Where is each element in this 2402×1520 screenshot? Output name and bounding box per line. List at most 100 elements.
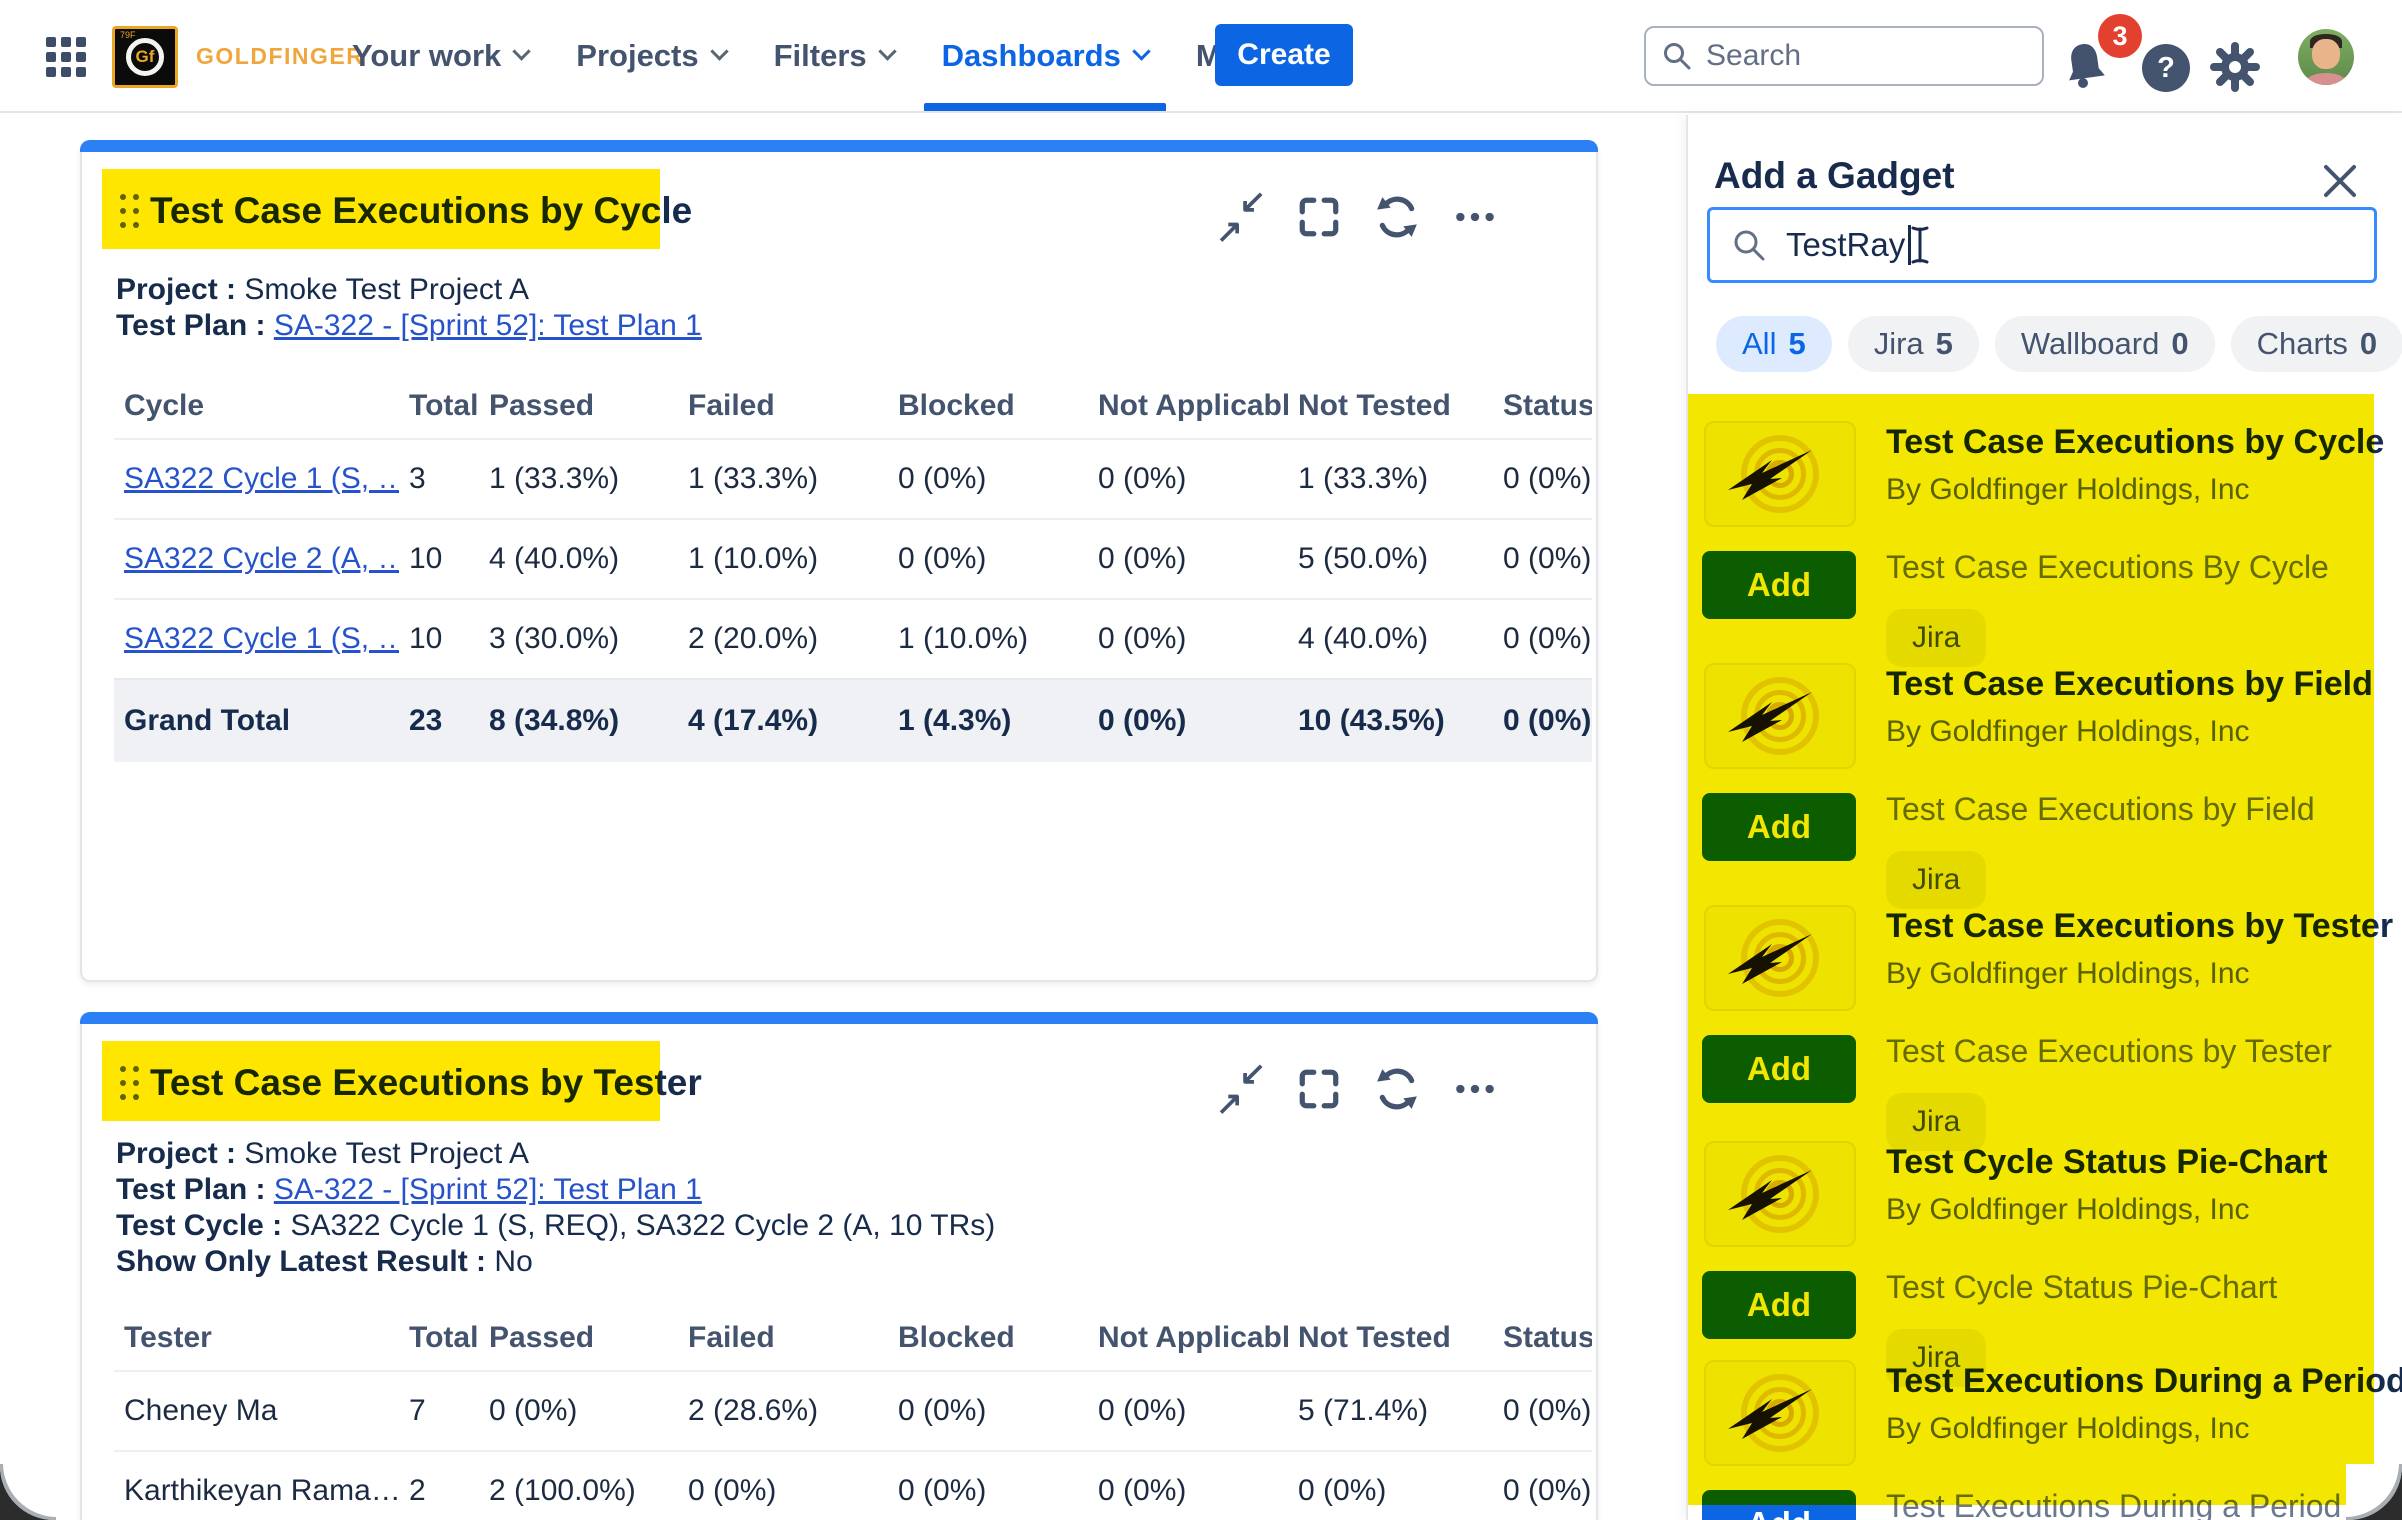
text-caret <box>1908 225 1911 265</box>
maximize-gadget-button[interactable] <box>1296 194 1342 240</box>
filter-chip-all[interactable]: All 5 <box>1716 316 1832 372</box>
nav-menu: Your work Projects Filters Dashboards Mo… <box>328 0 1321 111</box>
panel-title: Add a Gadget <box>1714 155 1955 196</box>
gadget-meta: Project : Smoke Test Project A Test Plan… <box>116 1137 996 1278</box>
nav-item-your-work[interactable]: Your work <box>328 0 552 111</box>
gadget-description: Test Executions During a Period <box>1886 1488 2342 1520</box>
gadget-name: Test Case Executions by Field <box>1886 665 2373 703</box>
gadget-icon-tile <box>1704 905 1856 1011</box>
logo-aperture-icon: Gf <box>126 38 164 76</box>
gear-icon <box>2210 42 2260 92</box>
testray-logo-icon <box>1728 432 1828 516</box>
gadget-description: Test Case Executions by Tester <box>1886 1033 2332 1069</box>
gadget-icon-tile <box>1704 421 1856 527</box>
nav-item-filters[interactable]: Filters <box>750 0 918 111</box>
cycle-link[interactable]: SA322 Cycle 1 (S, … <box>124 462 399 495</box>
testray-logo-icon <box>1728 1371 1828 1455</box>
gadget-name: Test Case Executions by Cycle <box>1886 423 2385 461</box>
notification-badge: 3 <box>2098 14 2142 58</box>
window-corner <box>0 1464 56 1520</box>
refresh-icon <box>1377 196 1417 238</box>
gadget-title: Test Case Executions by Tester <box>150 1062 702 1103</box>
gadget-more-menu-button[interactable] <box>1452 194 1498 240</box>
gadget-icon-tile <box>1704 1360 1856 1466</box>
add-gadget-button[interactable]: Add <box>1702 551 1856 619</box>
minimize-gadget-button[interactable]: ↙ ↗ <box>1216 1055 1266 1121</box>
app-switcher-icon[interactable] <box>46 37 86 77</box>
close-icon <box>2324 165 2356 197</box>
top-navigation-bar: 79F Gf GOLDFINGER Your work Projects Fil… <box>0 0 2402 113</box>
gadget-publisher: By Goldfinger Holdings, Inc <box>1886 957 2250 990</box>
chevron-down-icon <box>512 42 531 61</box>
global-search[interactable] <box>1644 26 2044 86</box>
test-plan-link[interactable]: SA-322 - [Sprint 52]: Test Plan 1 <box>273 309 702 342</box>
user-avatar[interactable] <box>2298 29 2354 85</box>
maximize-gadget-button[interactable] <box>1296 1066 1342 1112</box>
minimize-gadget-button[interactable]: ↙ ↗ <box>1216 183 1266 249</box>
gadget-description: Test Case Executions by Field <box>1886 791 2315 827</box>
table-header-row: Tester Total Passed Failed Blocked Not Appl… <box>124 1321 1592 1354</box>
test-plan-link[interactable]: SA-322 - [Sprint 52]: Test Plan 1 <box>273 1173 702 1206</box>
drag-handle-icon[interactable] <box>120 1066 126 1072</box>
help-button[interactable]: ? <box>2142 44 2190 92</box>
notifications-button[interactable]: 3 <box>2062 14 2142 100</box>
global-search-input[interactable] <box>1706 39 1986 73</box>
cycle-link[interactable]: SA322 Cycle 1 (S, … <box>124 622 399 655</box>
gadget-list-item: Add Test Executions During a Period By G… <box>1702 1352 2402 1520</box>
gadget-meta: Project : Smoke Test Project A Test Plan… <box>116 273 702 342</box>
create-button[interactable]: Create <box>1215 24 1353 86</box>
table-header-row: Cycle Total Passed Failed Blocked Not Appli… <box>124 389 1592 422</box>
gadget-list-item: Add Test Case Executions by Tester By Go… <box>1702 897 2393 1151</box>
table-row: SA322 Cycle 1 (S, … 10 3 (30.0%) 2 (20.0%… <box>114 598 1592 678</box>
gadget-card-executions-by-tester: Test Case Executions by Tester ↙ ↗ <box>80 1012 1598 1520</box>
filter-chip-wallboard[interactable]: Wallboard 0 <box>1994 316 2215 372</box>
settings-button[interactable] <box>2210 42 2260 92</box>
close-panel-button[interactable] <box>2318 159 2362 203</box>
gadget-actions: ↙ ↗ <box>1216 1055 1498 1121</box>
tester-table: Tester Total Passed Failed Blocked Not Appl… <box>114 1306 1592 1520</box>
add-gadget-button[interactable]: Add <box>1702 1271 1856 1339</box>
refresh-gadget-button[interactable] <box>1374 1066 1420 1112</box>
gadget-name: Test Executions During a Period <box>1886 1362 2402 1400</box>
gadget-publisher: By Goldfinger Holdings, Inc <box>1886 1412 2250 1445</box>
chevron-down-icon <box>1132 42 1151 61</box>
nav-item-projects[interactable]: Projects <box>552 0 749 111</box>
gadget-publisher: By Goldfinger Holdings, Inc <box>1886 715 2250 748</box>
gadget-icon-tile <box>1704 663 1856 769</box>
drag-handle-icon[interactable] <box>120 194 126 200</box>
ellipsis-icon <box>1456 212 1494 222</box>
filter-chip-jira[interactable]: Jira 5 <box>1847 316 1979 372</box>
gadget-search-input[interactable] <box>1786 226 2206 264</box>
filter-chip-charts[interactable]: Charts 0 <box>2230 316 2402 372</box>
testray-logo-icon <box>1728 1152 1828 1236</box>
gadget-accent-bar <box>80 1012 1598 1024</box>
chevron-down-icon <box>709 42 729 61</box>
add-gadget-button[interactable]: Add <box>1702 793 1856 861</box>
expand-icon <box>1299 197 1339 237</box>
gadget-title: Test Case Executions by Cycle <box>150 190 693 231</box>
cycle-link[interactable]: SA322 Cycle 2 (A, … <box>124 542 399 575</box>
refresh-icon <box>1377 1068 1417 1110</box>
gadget-search[interactable] <box>1707 207 2377 283</box>
gadget-accent-bar <box>80 140 1598 152</box>
gadget-more-menu-button[interactable] <box>1452 1066 1498 1112</box>
question-mark-icon: ? <box>2157 51 2175 84</box>
gadget-icon-tile <box>1704 1141 1856 1247</box>
add-gadget-button[interactable]: Add <box>1702 1035 1856 1103</box>
ellipsis-icon <box>1456 1084 1494 1094</box>
testray-logo-icon <box>1728 916 1828 1000</box>
testray-logo-icon <box>1728 674 1828 758</box>
add-gadget-button[interactable]: Add <box>1702 1490 1856 1520</box>
refresh-gadget-button[interactable] <box>1374 194 1420 240</box>
gadget-list-item: Add Test Cycle Status Pie-Chart By Goldf… <box>1702 1133 2378 1387</box>
goldfinger-logo[interactable]: 79F Gf <box>112 26 178 88</box>
search-icon <box>1664 43 1691 70</box>
bell-icon <box>2069 44 2105 88</box>
nav-item-dashboards[interactable]: Dashboards <box>918 0 1172 111</box>
gadget-description: Test Cycle Status Pie-Chart <box>1886 1269 2278 1305</box>
gadget-actions: ↙ ↗ <box>1216 183 1498 249</box>
